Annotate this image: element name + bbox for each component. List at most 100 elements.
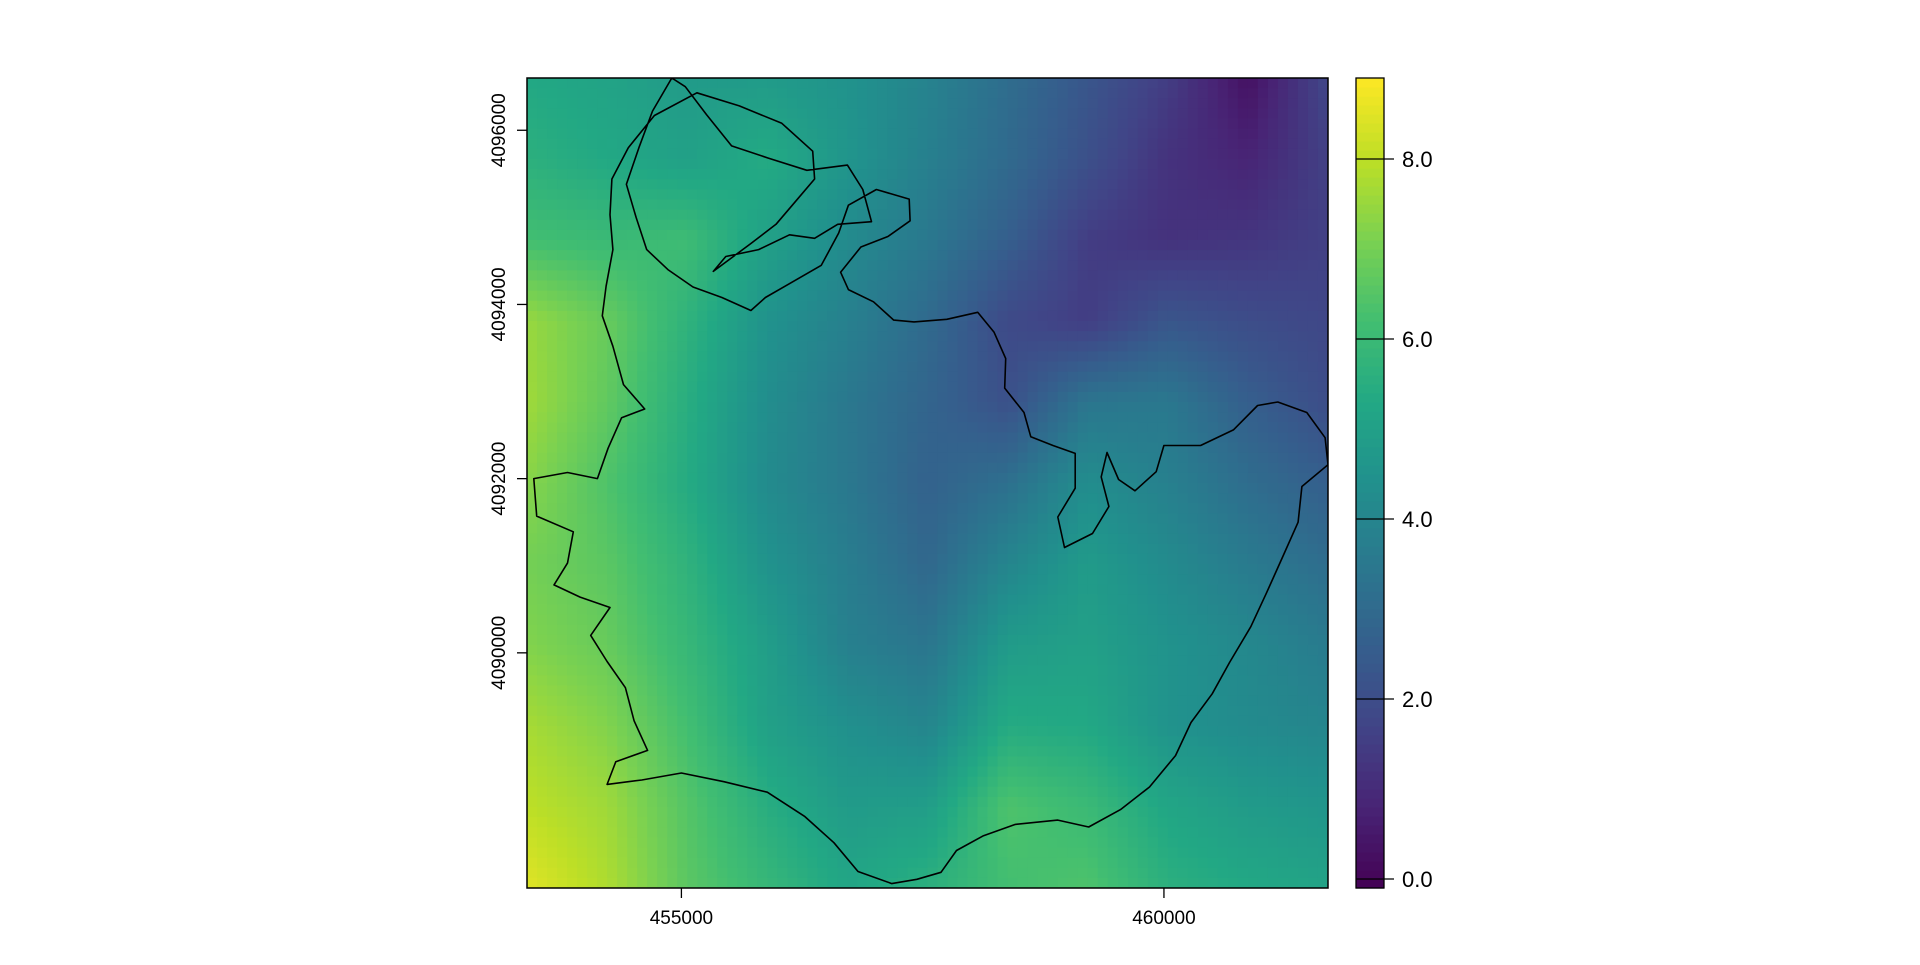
raster-cell [717, 533, 728, 545]
raster-cell [1027, 462, 1039, 474]
raster-cell [1277, 169, 1289, 180]
raster-cell [637, 483, 648, 494]
raster-cell [867, 351, 879, 363]
raster-cell [1157, 159, 1169, 170]
raster-cell [907, 108, 919, 120]
raster-cell [1127, 493, 1139, 504]
raster-cell [677, 523, 688, 535]
raster-cell [1117, 412, 1129, 423]
raster-cell [1277, 675, 1289, 687]
raster-cell [897, 371, 909, 383]
raster-cell [1037, 280, 1049, 292]
raster-cell [887, 169, 899, 180]
raster-cell [1157, 462, 1169, 474]
raster-cell [787, 361, 798, 373]
raster-cell [837, 543, 848, 555]
raster-cell [667, 402, 678, 413]
raster-cell [887, 543, 899, 555]
raster-cell [1087, 199, 1099, 211]
raster-cell [947, 341, 959, 352]
raster-cell [677, 513, 688, 525]
raster-cell [1127, 209, 1139, 221]
raster-cell [777, 148, 788, 160]
raster-cell [1277, 199, 1289, 211]
raster-cell [557, 503, 568, 514]
raster-cell [757, 432, 768, 444]
raster-cell [747, 705, 758, 717]
raster-cell [1267, 159, 1279, 170]
raster-cell [607, 462, 618, 474]
raster-cell [667, 523, 678, 535]
raster-cell [1007, 290, 1019, 302]
raster-cell [1067, 199, 1079, 211]
raster-cell [1047, 584, 1059, 595]
raster-cell [1287, 240, 1299, 251]
raster-cell [1157, 523, 1169, 535]
raster-cell [1167, 452, 1179, 464]
raster-cell [727, 381, 738, 393]
raster-cell [737, 422, 748, 433]
raster-cell [1097, 250, 1109, 261]
raster-cell [1057, 98, 1069, 109]
raster-cell [797, 351, 808, 363]
raster-cell [937, 260, 949, 271]
raster-cell [1177, 331, 1189, 342]
raster-cell [997, 280, 1009, 292]
raster-cell [1227, 472, 1239, 484]
raster-cell [607, 483, 618, 494]
raster-cell [1137, 533, 1149, 545]
raster-cell [747, 371, 758, 383]
raster-cell [707, 118, 718, 130]
raster-cell [537, 665, 548, 676]
raster-cell [1067, 564, 1079, 575]
raster-cell [1257, 412, 1269, 423]
raster-cell [1317, 685, 1328, 697]
raster-cell [1057, 169, 1069, 180]
raster-cell [667, 513, 678, 525]
raster-cell [757, 240, 768, 251]
raster-cell [667, 78, 678, 89]
raster-cell [1057, 452, 1069, 464]
raster-cell [807, 513, 818, 525]
raster-cell [937, 381, 949, 393]
raster-cell [577, 543, 588, 555]
raster-cell [557, 148, 568, 160]
raster-cell [1277, 645, 1289, 656]
raster-cell [1077, 341, 1089, 352]
raster-cell [727, 422, 738, 433]
raster-cell [637, 543, 648, 555]
raster-cell [667, 138, 678, 150]
raster-cell [907, 361, 919, 373]
raster-cell [1077, 219, 1089, 231]
raster-cell [777, 381, 788, 393]
raster-cell [577, 300, 588, 312]
raster-cell [1257, 270, 1269, 282]
raster-cell [857, 604, 869, 616]
raster-cell [1077, 594, 1089, 606]
raster-cell [1317, 199, 1328, 211]
raster-cell [627, 634, 638, 646]
raster-cell [1187, 432, 1199, 444]
raster-cell [837, 250, 848, 261]
raster-cell [547, 645, 558, 656]
raster-cell [1177, 685, 1189, 697]
raster-cell [617, 300, 628, 312]
raster-cell [677, 300, 688, 312]
raster-cell [1157, 260, 1169, 271]
raster-cell [1027, 472, 1039, 484]
raster-cell [877, 108, 889, 120]
raster-cell [687, 229, 698, 241]
raster-cell [1197, 351, 1209, 363]
raster-cell [1227, 614, 1239, 626]
raster-cell [617, 705, 628, 717]
raster-cell [637, 645, 648, 656]
raster-cell [667, 118, 678, 130]
raster-cell [1067, 655, 1079, 666]
raster-cell [1027, 675, 1039, 687]
raster-cell [877, 159, 889, 170]
raster-cell [667, 391, 678, 403]
raster-cell [1157, 452, 1169, 464]
raster-cell [797, 675, 808, 687]
raster-cell [747, 543, 758, 555]
raster-cell [1207, 665, 1219, 676]
